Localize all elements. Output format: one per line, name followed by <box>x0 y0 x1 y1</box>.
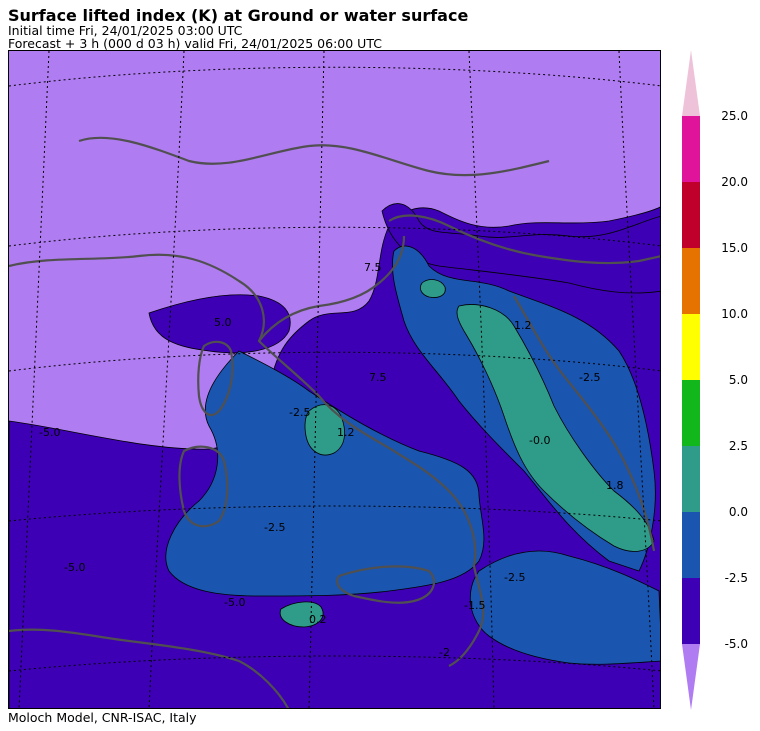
colorbar-swatch <box>682 446 700 512</box>
band-minus5-west <box>148 294 291 354</box>
band-minus2-5-ionian <box>470 550 660 665</box>
band-zero-south <box>279 601 324 628</box>
colorbar-swatch <box>682 314 700 380</box>
colorbar-tick-label: 10.0 <box>721 307 748 321</box>
colorbar-tick-label: 0.0 <box>729 505 748 519</box>
colorbar-below-arrow <box>682 644 700 710</box>
contour-labels: 5.0 7.5 7.5 -5.0 -5.0 -5.0 -2.5 -2.5 -2.5 -2.5 1.2… <box>39 261 624 659</box>
contour-label: -2.5 <box>264 521 285 534</box>
colorbar-swatch <box>682 512 700 578</box>
colorbar-tick-label: 2.5 <box>729 439 748 453</box>
colorbar-swatch <box>682 248 700 314</box>
colorbar-tick-label: 20.0 <box>721 175 748 189</box>
contour-label: -5.0 <box>39 426 60 439</box>
colorbar-swatch <box>682 578 700 644</box>
initial-time: Initial time Fri, 24/01/2025 03:00 UTC <box>8 23 243 38</box>
contour-label: 5.0 <box>214 316 232 329</box>
contour-label: -2.5 <box>289 406 310 419</box>
contour-label: -2.5 <box>579 371 600 384</box>
contour-label: 1.2 <box>337 426 355 439</box>
contour-label: 1.8 <box>606 479 624 492</box>
contour-label: 7.5 <box>369 371 387 384</box>
band-zero-north <box>420 279 446 298</box>
colorbar-swatch <box>682 380 700 446</box>
model-credit: Moloch Model, CNR-ISAC, Italy <box>8 710 197 725</box>
band-minus5-north <box>381 203 660 294</box>
colorbar-swatch <box>682 182 700 248</box>
contour-label: -2 <box>439 646 450 659</box>
colorbar-tick-label: -5.0 <box>725 637 748 651</box>
colorbar-tick-label: 25.0 <box>721 109 748 123</box>
band-minus2-5 <box>165 350 485 597</box>
contour-label: -5.0 <box>224 596 245 609</box>
map-title: Surface lifted index (K) at Ground or wa… <box>8 6 469 25</box>
band-zero-adriatic <box>456 304 655 552</box>
coastlines <box>9 136 660 708</box>
graticule <box>9 51 660 708</box>
colorbar: 25.0 20.0 15.0 10.0 5.0 2.5 0.0 -2.5 -5.0 <box>678 50 760 712</box>
contour-label: 7.5 <box>364 261 382 274</box>
colorbar-swatch <box>682 116 700 182</box>
colorbar-above-arrow <box>682 50 700 116</box>
contour-label: -2.5 <box>504 571 525 584</box>
contour-label: -5.0 <box>64 561 85 574</box>
contour-label: 1.2 <box>514 319 532 332</box>
colorbar-tick-label: 5.0 <box>729 373 748 387</box>
lifted-index-map[interactable]: 5.0 7.5 7.5 -5.0 -5.0 -5.0 -2.5 -2.5 -2.5 -2.5 1.2… <box>8 50 661 709</box>
colorbar-tick-label: 15.0 <box>721 241 748 255</box>
forecast-time: Forecast + 3 h (000 d 03 h) valid Fri, 2… <box>8 36 382 51</box>
contour-label: -0.0 <box>529 434 550 447</box>
contour-label: -1.5 <box>464 599 485 612</box>
contour-label: 0.2 <box>309 613 327 626</box>
colorbar-tick-label: -2.5 <box>725 571 748 585</box>
